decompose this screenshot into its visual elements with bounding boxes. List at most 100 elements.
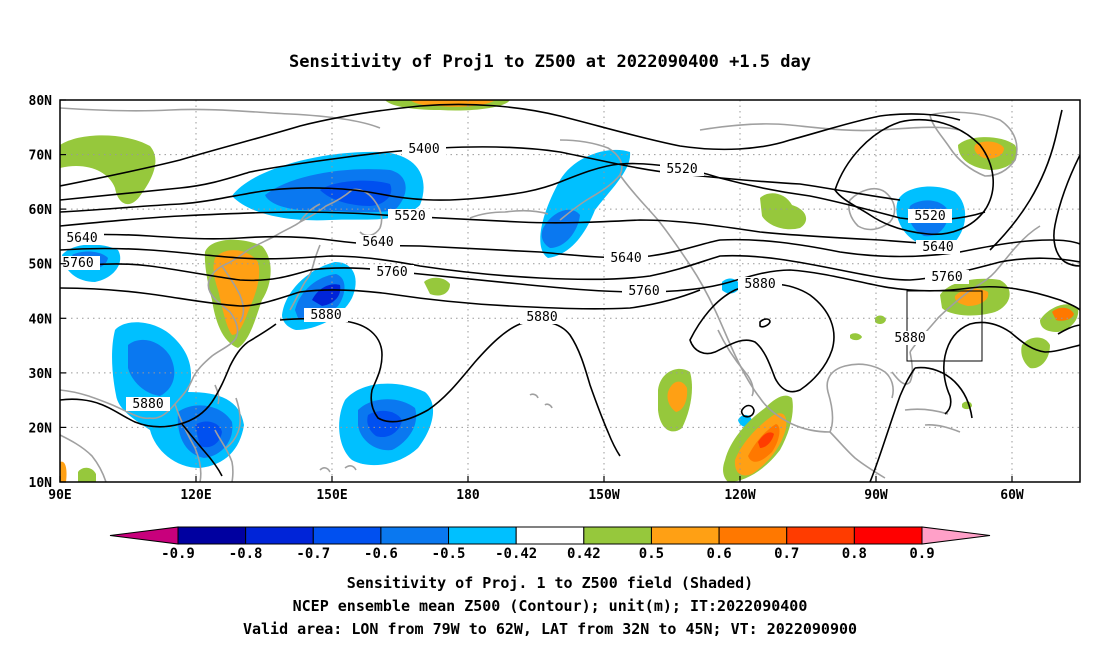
shade-mexico-red	[758, 432, 774, 448]
contour-5880-atl-b	[1057, 324, 1080, 335]
colorbar: -0.9 -0.8 -0.7 -0.6 -0.5 -0.42 0.42 0.5 0.6 0.7 0.…	[109, 526, 991, 562]
colorbar-swatch	[650, 526, 720, 545]
contour-label: 5880	[738, 277, 782, 292]
caption-line-2: NCEP ensemble mean Z500 (Contour); unit(…	[292, 597, 808, 615]
contour-5400	[60, 146, 901, 201]
svg-text:5760: 5760	[62, 256, 93, 271]
coast-gulf-mexico	[826, 363, 894, 433]
shade-atlantic-orange	[1052, 307, 1074, 321]
shade-valid-area-orange	[954, 288, 989, 306]
contour-5880-sw	[869, 367, 916, 482]
lon-label: 90E	[48, 488, 71, 503]
coast-korea	[221, 265, 245, 323]
shade-china-mid	[128, 339, 175, 396]
contour-label: 5640	[356, 235, 400, 250]
svg-text:5760: 5760	[376, 265, 407, 280]
lon-label: 150W	[588, 488, 619, 503]
colorbar-high-triangle	[921, 526, 991, 545]
shade-nwcorner-green	[60, 135, 156, 205]
svg-text:5880: 5880	[894, 331, 925, 346]
colorbar-tick-label: 0.9	[909, 546, 934, 562]
colorbar-tick-label: -0.6	[364, 546, 398, 562]
contour-label: 5760	[622, 284, 666, 299]
lat-label: 40N	[29, 312, 53, 327]
lat-labels: 80N 70N 60N 50N 40N 30N 20N 10N	[29, 94, 53, 491]
contour-5880-atl	[943, 321, 1080, 415]
contour-label: 5760	[370, 265, 414, 280]
coast-central-america	[829, 431, 886, 479]
coast-indochina	[174, 403, 202, 482]
svg-text:5880: 5880	[132, 397, 163, 412]
contour-label: 5640	[604, 251, 648, 266]
coast-na-east	[909, 225, 1041, 353]
colorbar-tick-label: -0.5	[432, 546, 466, 562]
contour-5760-b	[60, 287, 701, 310]
lon-label: 60W	[1000, 488, 1024, 503]
contour-label: 5640	[916, 240, 960, 255]
shade-swcorner-green	[78, 467, 96, 482]
contour-label: 5640	[60, 231, 104, 246]
lat-label: 60N	[29, 203, 53, 218]
svg-text:5880: 5880	[526, 310, 557, 325]
lon-labels: 90E 120E 150E 180 150W 120W 90W 60W	[48, 488, 1024, 503]
shade-greenland-orange	[974, 141, 1004, 159]
colorbar-swatch	[312, 526, 382, 545]
colorbar-swatch	[448, 526, 517, 545]
coast-na-west	[619, 174, 831, 433]
svg-text:5640: 5640	[610, 251, 641, 266]
colorbar-low-triangle	[109, 526, 179, 545]
contour-small-low-2	[759, 318, 771, 328]
contour-5880-china	[60, 323, 277, 428]
axis-ticks	[59, 99, 1013, 483]
lat-label: 10N	[29, 476, 53, 491]
coast-indochina-2	[214, 429, 234, 482]
colorbar-tick-label: 0.7	[774, 546, 799, 562]
lon-label: 120E	[180, 488, 211, 503]
shade-small-green-1	[875, 315, 886, 325]
lon-label: 120W	[724, 488, 755, 503]
colorbar-swatch	[245, 526, 314, 545]
plot-frame	[59, 99, 1081, 483]
lat-label: 50N	[29, 258, 53, 273]
coast-hawaii	[529, 393, 553, 409]
coast-hudson	[848, 188, 896, 231]
contour-labrador-low	[834, 118, 995, 236]
lat-label: 70N	[29, 149, 53, 164]
shade-swcorner-orange	[60, 461, 67, 482]
lon-label: 180	[456, 488, 480, 503]
lat-label: 30N	[29, 367, 53, 382]
coast-caribbean	[904, 408, 961, 433]
contour-label: 5880	[126, 397, 170, 412]
svg-text:5520: 5520	[666, 162, 697, 177]
svg-text:5520: 5520	[914, 209, 945, 224]
shade-china-core	[195, 421, 222, 448]
coast-greenland	[929, 111, 1018, 177]
contour-label: 5880	[520, 310, 564, 325]
contour-5520	[60, 162, 986, 221]
lon-label: 90W	[864, 488, 888, 503]
contour-greenland-ridge	[989, 109, 1063, 251]
svg-text:5880: 5880	[310, 308, 341, 323]
svg-text:5520: 5520	[394, 209, 425, 224]
coast-philippines	[225, 397, 241, 449]
shade-small-green-2	[850, 333, 862, 341]
coast-japan	[289, 244, 321, 311]
contour-5400-north	[60, 103, 961, 187]
contour-small-low-1	[740, 404, 755, 418]
contour-label: 5520	[388, 209, 432, 224]
contour-5880-carib	[914, 366, 973, 419]
coast-india	[60, 434, 107, 482]
colorbar-tick-label: -0.8	[229, 546, 263, 562]
colorbar-tick-label: 0.5	[639, 546, 664, 562]
caption-line-3: Valid area: LON from 79W to 62W, LAT fro…	[242, 620, 858, 638]
valid-area-box	[906, 290, 983, 362]
contour-east-edge	[1053, 154, 1080, 267]
colorbar-tick-label: 0.42	[567, 546, 601, 562]
svg-text:5400: 5400	[408, 142, 439, 157]
contour-label: 5760	[56, 256, 100, 271]
contour-label: 5880	[888, 331, 932, 346]
contour-label: 5880	[304, 308, 348, 323]
shade-alaska-core	[541, 209, 580, 248]
colorbar-swatch	[177, 526, 247, 545]
colorbar-swatch	[786, 526, 855, 545]
